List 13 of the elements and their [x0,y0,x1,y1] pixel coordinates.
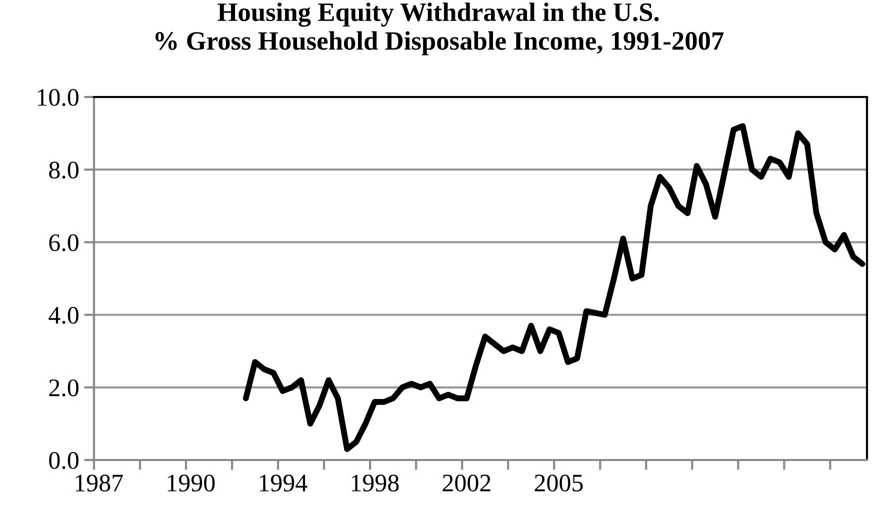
y-tick-label: 8.0 [49,162,78,179]
x-tick-label: 2005 [534,474,583,492]
y-tick-label: 4.0 [48,306,78,324]
chart-title: Housing Equity Withdrawal in the U.S. % Gross Household Disposable Income, 1991-2007 [156,2,724,56]
x-tick-label: 1990 [168,474,215,492]
y-tick-label: 6.0 [49,234,78,252]
x-tick-label: 1994 [260,474,308,492]
x-tick-label: 2002 [442,474,490,492]
x-tick-label: 1987 [76,474,123,492]
y-tick-label: 2.0 [49,379,78,396]
x-tick-label: 1998 [352,474,399,492]
y-tick-label: 0.0 [49,452,78,470]
y-tick-label: 10.0 [38,89,78,106]
